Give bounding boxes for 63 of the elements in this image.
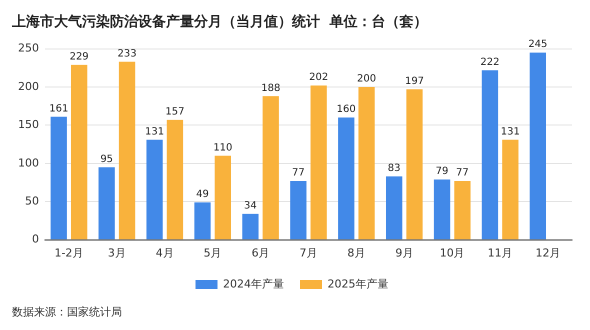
bar bbox=[338, 118, 354, 240]
bar bbox=[530, 52, 546, 240]
bar bbox=[454, 180, 471, 240]
data-label: 200 bbox=[357, 74, 376, 85]
x-tick-label: 9月 bbox=[395, 246, 414, 260]
data-label: 229 bbox=[70, 51, 89, 62]
data-label: 77 bbox=[292, 168, 305, 179]
bar bbox=[406, 89, 423, 240]
x-tick-label: 8月 bbox=[347, 246, 366, 260]
bar bbox=[242, 214, 259, 240]
data-label: 160 bbox=[336, 104, 356, 116]
y-tick-label: 250 bbox=[18, 42, 39, 55]
bar bbox=[118, 62, 136, 240]
data-label: 157 bbox=[165, 106, 184, 118]
data-label: 197 bbox=[404, 76, 424, 87]
y-tick-label: 50 bbox=[24, 194, 39, 208]
data-label: 188 bbox=[261, 82, 280, 94]
data-label: 161 bbox=[49, 103, 68, 114]
bar bbox=[70, 64, 88, 240]
bar bbox=[482, 70, 498, 240]
x-tick-label: 1-2月 bbox=[54, 246, 84, 260]
legend-label: 2024年产量 bbox=[223, 277, 284, 290]
data-label: 95 bbox=[100, 154, 114, 165]
bar bbox=[262, 96, 279, 240]
bar bbox=[386, 176, 402, 240]
x-tick-label: 4月 bbox=[156, 246, 174, 260]
bar bbox=[166, 120, 184, 240]
data-label: 77 bbox=[456, 168, 469, 179]
y-tick-label: 150 bbox=[18, 118, 39, 132]
data-label: 245 bbox=[528, 39, 548, 50]
data-label: 131 bbox=[145, 126, 164, 138]
bar bbox=[310, 85, 327, 240]
bar bbox=[146, 140, 163, 240]
data-label: 110 bbox=[213, 142, 232, 154]
bar bbox=[358, 87, 375, 240]
legend-label: 2025年产量 bbox=[328, 277, 388, 290]
data-label: 49 bbox=[196, 188, 209, 200]
x-tick-label: 5月 bbox=[204, 246, 222, 260]
chart-title: 上海市大气污染防治设备产量分月（当月值）统计 单位：台（套） bbox=[11, 13, 428, 30]
y-tick-label: 200 bbox=[18, 80, 39, 93]
data-label: 131 bbox=[500, 126, 520, 138]
x-tick-label: 11月 bbox=[488, 246, 513, 260]
bar bbox=[214, 156, 232, 240]
x-tick-label: 7月 bbox=[300, 246, 318, 260]
data-label: 79 bbox=[436, 166, 448, 178]
data-label: 233 bbox=[117, 48, 137, 60]
data-label: 34 bbox=[244, 200, 257, 212]
data-label: 222 bbox=[480, 56, 500, 68]
x-tick-label: 12月 bbox=[536, 246, 561, 260]
bar bbox=[194, 202, 211, 240]
bar bbox=[502, 140, 518, 240]
bar bbox=[98, 167, 115, 240]
bar bbox=[50, 116, 67, 240]
y-tick-label: 0 bbox=[32, 232, 39, 246]
data-label: 83 bbox=[388, 162, 401, 174]
x-tick-label: 6月 bbox=[252, 246, 270, 260]
x-tick-label: 3月 bbox=[108, 246, 126, 260]
y-tick-label: 100 bbox=[18, 156, 39, 170]
bar bbox=[434, 179, 450, 240]
data-label: 202 bbox=[309, 72, 328, 84]
x-tick-label: 10月 bbox=[440, 246, 465, 260]
bar bbox=[290, 180, 306, 240]
source-note: 数据来源：国家统计局 bbox=[12, 305, 122, 318]
